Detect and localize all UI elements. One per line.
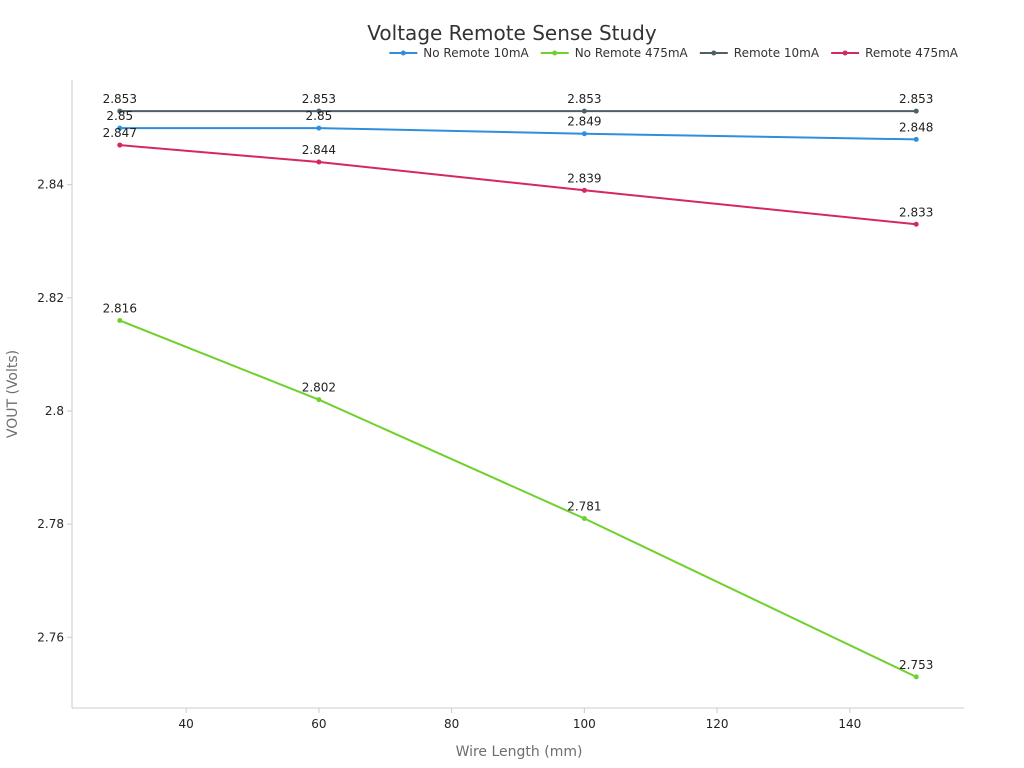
data-label-no-remote-475ma: 2.816 [103, 301, 137, 315]
y-tick-label: 2.76 [37, 630, 64, 644]
data-point-no-remote-475ma [581, 515, 587, 521]
data-label-remote-475ma: 2.847 [103, 126, 137, 140]
legend-label: No Remote 10mA [423, 46, 529, 60]
data-label-no-remote-475ma: 2.781 [567, 499, 601, 513]
data-label-remote-475ma: 2.844 [302, 143, 336, 157]
series-line-no-remote-10ma [119, 127, 917, 141]
legend-label: Remote 10mA [734, 46, 820, 60]
data-label-remote-475ma: 2.839 [567, 171, 601, 185]
y-tick-label: 2.84 [37, 178, 64, 192]
x-tick-label: 140 [838, 717, 861, 731]
y-tick-label: 2.78 [37, 517, 64, 531]
data-label-remote-10ma: 2.853 [103, 92, 137, 106]
data-point-remote-475ma [316, 159, 322, 165]
data-label-no-remote-475ma: 2.802 [302, 381, 336, 395]
x-tick-label: 60 [311, 717, 326, 731]
y-axis-ticks: 2.76 2.78 2.8 2.82 2.84 [37, 178, 72, 644]
legend-marker [552, 50, 558, 56]
data-point-no-remote-10ma [913, 136, 919, 142]
legend-marker [711, 50, 717, 56]
data-point-no-remote-10ma [316, 125, 322, 131]
data-point-remote-475ma [117, 142, 123, 148]
data-label-remote-475ma: 2.833 [899, 205, 933, 219]
legend-item-no-remote-10ma[interactable]: No Remote 10mA [389, 46, 530, 60]
legend: No Remote 10mA No Remote 475mA Remote 10mA… [389, 46, 959, 60]
x-tick-label: 40 [179, 717, 194, 731]
legend-label: No Remote 475mA [575, 46, 689, 60]
data-labels-layer: 2.85 2.85 2.849 2.848 2.816 2.802 2.781 2.753 2.… [103, 92, 934, 672]
data-label-no-remote-10ma: 2.85 [106, 109, 133, 123]
legend-item-remote-475ma[interactable]: Remote 475mA [831, 46, 959, 60]
data-point-no-remote-10ma [117, 125, 123, 131]
data-point-remote-475ma [913, 221, 919, 227]
data-label-no-remote-10ma: 2.849 [567, 115, 601, 129]
legend-label: Remote 475mA [865, 46, 959, 60]
data-label-remote-10ma: 2.853 [567, 92, 601, 106]
x-tick-label: 120 [706, 717, 729, 731]
legend-item-no-remote-475ma[interactable]: No Remote 475mA [540, 46, 689, 60]
x-axis-ticks: 40 60 80 100 120 140 [179, 708, 861, 731]
legend-marker [842, 50, 848, 56]
data-label-remote-10ma: 2.853 [899, 92, 933, 106]
data-label-remote-10ma: 2.853 [302, 92, 336, 106]
x-tick-label: 100 [573, 717, 596, 731]
chart-title: Voltage Remote Sense Study [367, 21, 657, 45]
y-tick-label: 2.82 [37, 291, 64, 305]
series-line-remote-475ma [119, 144, 917, 226]
x-tick-label: 80 [444, 717, 459, 731]
legend-marker [400, 50, 406, 56]
x-axis-title: Wire Length (mm) [456, 744, 583, 760]
legend-item-remote-10ma[interactable]: Remote 10mA [699, 46, 820, 60]
data-label-no-remote-475ma: 2.753 [899, 658, 933, 672]
y-axis-title: VOUT (Volts) [5, 350, 21, 438]
data-point-no-remote-475ma [913, 674, 919, 680]
y-tick-label: 2.8 [45, 404, 64, 418]
data-label-no-remote-10ma: 2.848 [899, 120, 933, 134]
data-point-no-remote-475ma [117, 317, 123, 323]
data-point-remote-10ma [117, 108, 123, 114]
data-point-remote-10ma [913, 108, 919, 114]
data-point-remote-10ma [316, 108, 322, 114]
data-point-no-remote-10ma [581, 131, 587, 137]
data-point-remote-10ma [581, 108, 587, 114]
data-point-no-remote-475ma [316, 397, 322, 403]
series-layer [117, 108, 919, 680]
data-point-remote-475ma [581, 187, 587, 193]
data-label-no-remote-10ma: 2.85 [306, 109, 333, 123]
series-line-no-remote-475ma [119, 319, 917, 678]
